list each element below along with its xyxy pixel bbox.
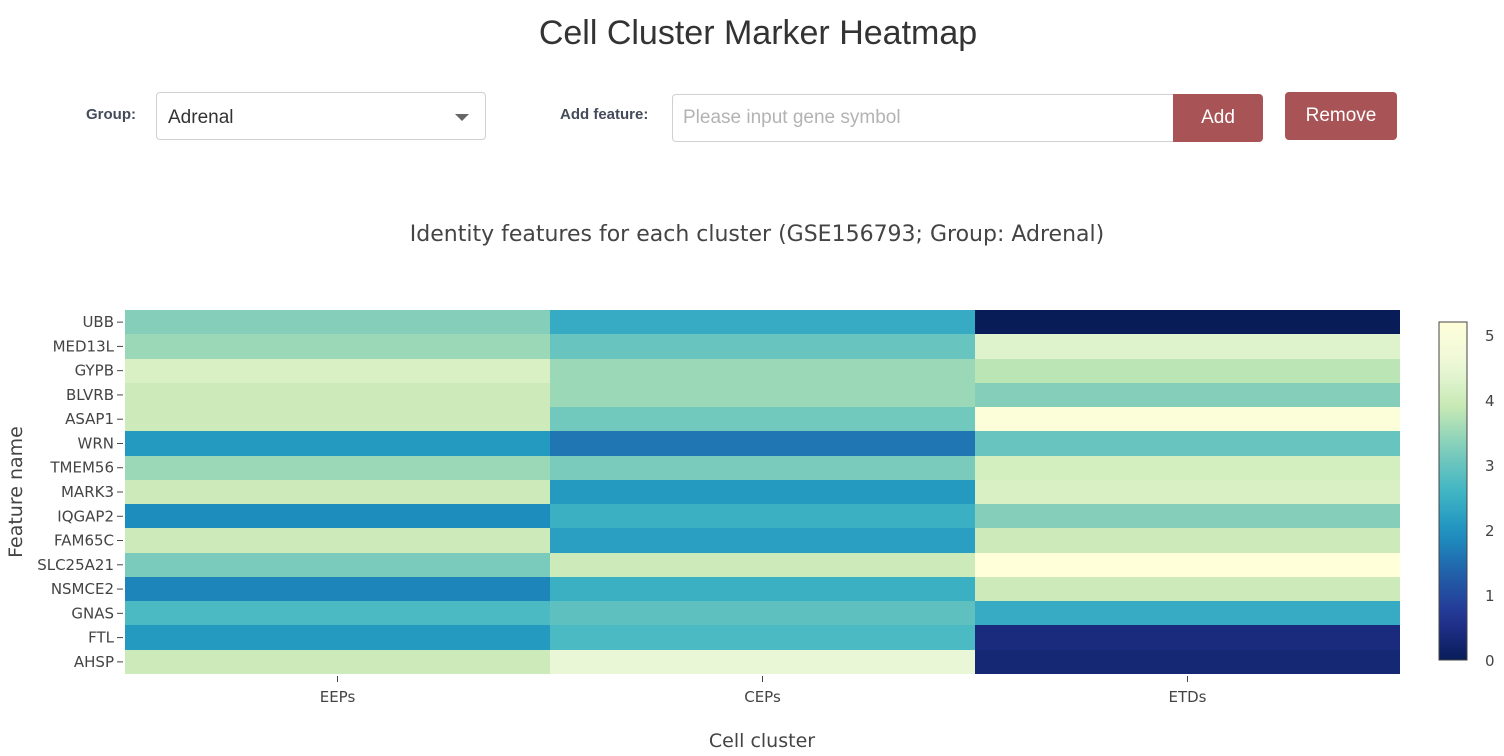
colorbar: 0 1 2 3 4 5 <box>1438 321 1495 670</box>
heatmap-cell <box>125 334 550 359</box>
heatmap-cell <box>975 431 1400 456</box>
colorbar-gradient <box>1438 321 1468 661</box>
y-tick-label: WRN <box>78 434 114 452</box>
colorbar-tick-label: 5 <box>1485 327 1495 345</box>
heatmap-cell <box>975 625 1400 650</box>
heatmap-cell <box>125 601 550 625</box>
x-tick-label: CEPs <box>744 688 781 706</box>
heatmap-cell <box>550 359 975 383</box>
heatmap-cell <box>550 625 975 650</box>
heatmap-cell <box>550 456 975 480</box>
y-tick-label: AHSP <box>74 653 114 671</box>
heatmap-cell <box>125 456 550 480</box>
page-title: Cell Cluster Marker Heatmap <box>538 14 978 52</box>
colorbar-tick-label: 2 <box>1485 522 1495 540</box>
y-tick-label: GYPB <box>75 362 114 380</box>
heatmap-cell <box>125 504 550 528</box>
heatmap-cells <box>125 310 1400 674</box>
heatmap-cell <box>975 407 1400 431</box>
group-select-value: Adrenal <box>168 107 234 128</box>
remove-button[interactable]: Remove <box>1285 92 1397 140</box>
y-tick-label: IQGAP2 <box>57 507 114 525</box>
heatmap-cell <box>125 407 550 431</box>
caret-down-icon <box>455 114 469 121</box>
y-axis-title: Feature name <box>5 426 27 558</box>
heatmap-cell <box>550 407 975 431</box>
heatmap-cell <box>125 528 550 553</box>
heatmap-cell <box>550 528 975 553</box>
chart-title: Identity features for each cluster (GSE1… <box>410 222 1104 247</box>
x-axis-title: Cell cluster <box>709 730 815 752</box>
heatmap-cell <box>550 553 975 577</box>
heatmap-cell <box>125 650 550 674</box>
add-feature-label: Add feature: <box>560 106 649 123</box>
heatmap-cell <box>975 480 1400 504</box>
heatmap-cell <box>975 577 1400 601</box>
heatmap-cell <box>550 650 975 674</box>
x-tick-label: EEPs <box>320 688 356 706</box>
add-button[interactable]: Add <box>1173 94 1263 142</box>
heatmap-cell <box>975 310 1400 334</box>
y-tick-label: ASAP1 <box>65 410 114 428</box>
heatmap-cell <box>125 553 550 577</box>
heatmap-cell <box>125 625 550 650</box>
colorbar-tick-label: 4 <box>1485 392 1495 410</box>
heatmap-cell <box>975 528 1400 553</box>
heatmap-cell <box>125 577 550 601</box>
x-tick-label: ETDs <box>1168 688 1206 706</box>
colorbar-tick-label: 3 <box>1485 457 1495 475</box>
heatmap-cell <box>550 334 975 359</box>
heatmap-cell <box>975 334 1400 359</box>
heatmap-cell <box>125 480 550 504</box>
heatmap-cell <box>975 553 1400 577</box>
heatmap-cell <box>125 431 550 456</box>
y-tick-label: MED13L <box>53 337 115 355</box>
heatmap-cell <box>125 383 550 407</box>
heatmap-cell <box>550 601 975 625</box>
y-tick-label: BLVRB <box>66 386 114 404</box>
y-axis: UBB MED13L GYPB BLVRB ASAP1 WRN TMEM56 MARK3 IQG… <box>37 313 123 671</box>
heatmap-cell <box>975 504 1400 528</box>
y-tick-label: NSMCE2 <box>51 580 114 598</box>
heatmap-cell <box>550 480 975 504</box>
colorbar-tick-label: 1 <box>1485 587 1495 605</box>
heatmap-cell <box>975 650 1400 674</box>
colorbar-tick-label: 0 <box>1485 652 1495 670</box>
y-tick-label: FTL <box>88 629 115 647</box>
heatmap-cell <box>125 310 550 334</box>
heatmap-cell <box>550 577 975 601</box>
y-tick-label: MARK3 <box>61 483 114 501</box>
y-tick-label: SLC25A21 <box>37 556 114 574</box>
heatmap-cell <box>550 431 975 456</box>
heatmap-cell <box>125 359 550 383</box>
y-tick-label: FAM65C <box>54 532 114 550</box>
heatmap-cell <box>975 359 1400 383</box>
heatmap-cell <box>550 383 975 407</box>
group-select[interactable]: Adrenal <box>156 92 486 140</box>
y-tick-label: TMEM56 <box>49 459 114 477</box>
x-axis: EEPs CEPs ETDs <box>320 676 1207 706</box>
y-tick-label: UBB <box>82 313 114 331</box>
heatmap-cell <box>975 601 1400 625</box>
group-label: Group: <box>86 106 136 123</box>
heatmap-cell <box>975 383 1400 407</box>
y-tick-label: GNAS <box>71 604 114 622</box>
heatmap-cell <box>550 310 975 334</box>
heatmap-cell <box>975 456 1400 480</box>
gene-symbol-input[interactable] <box>672 94 1174 142</box>
heatmap-cell <box>550 504 975 528</box>
